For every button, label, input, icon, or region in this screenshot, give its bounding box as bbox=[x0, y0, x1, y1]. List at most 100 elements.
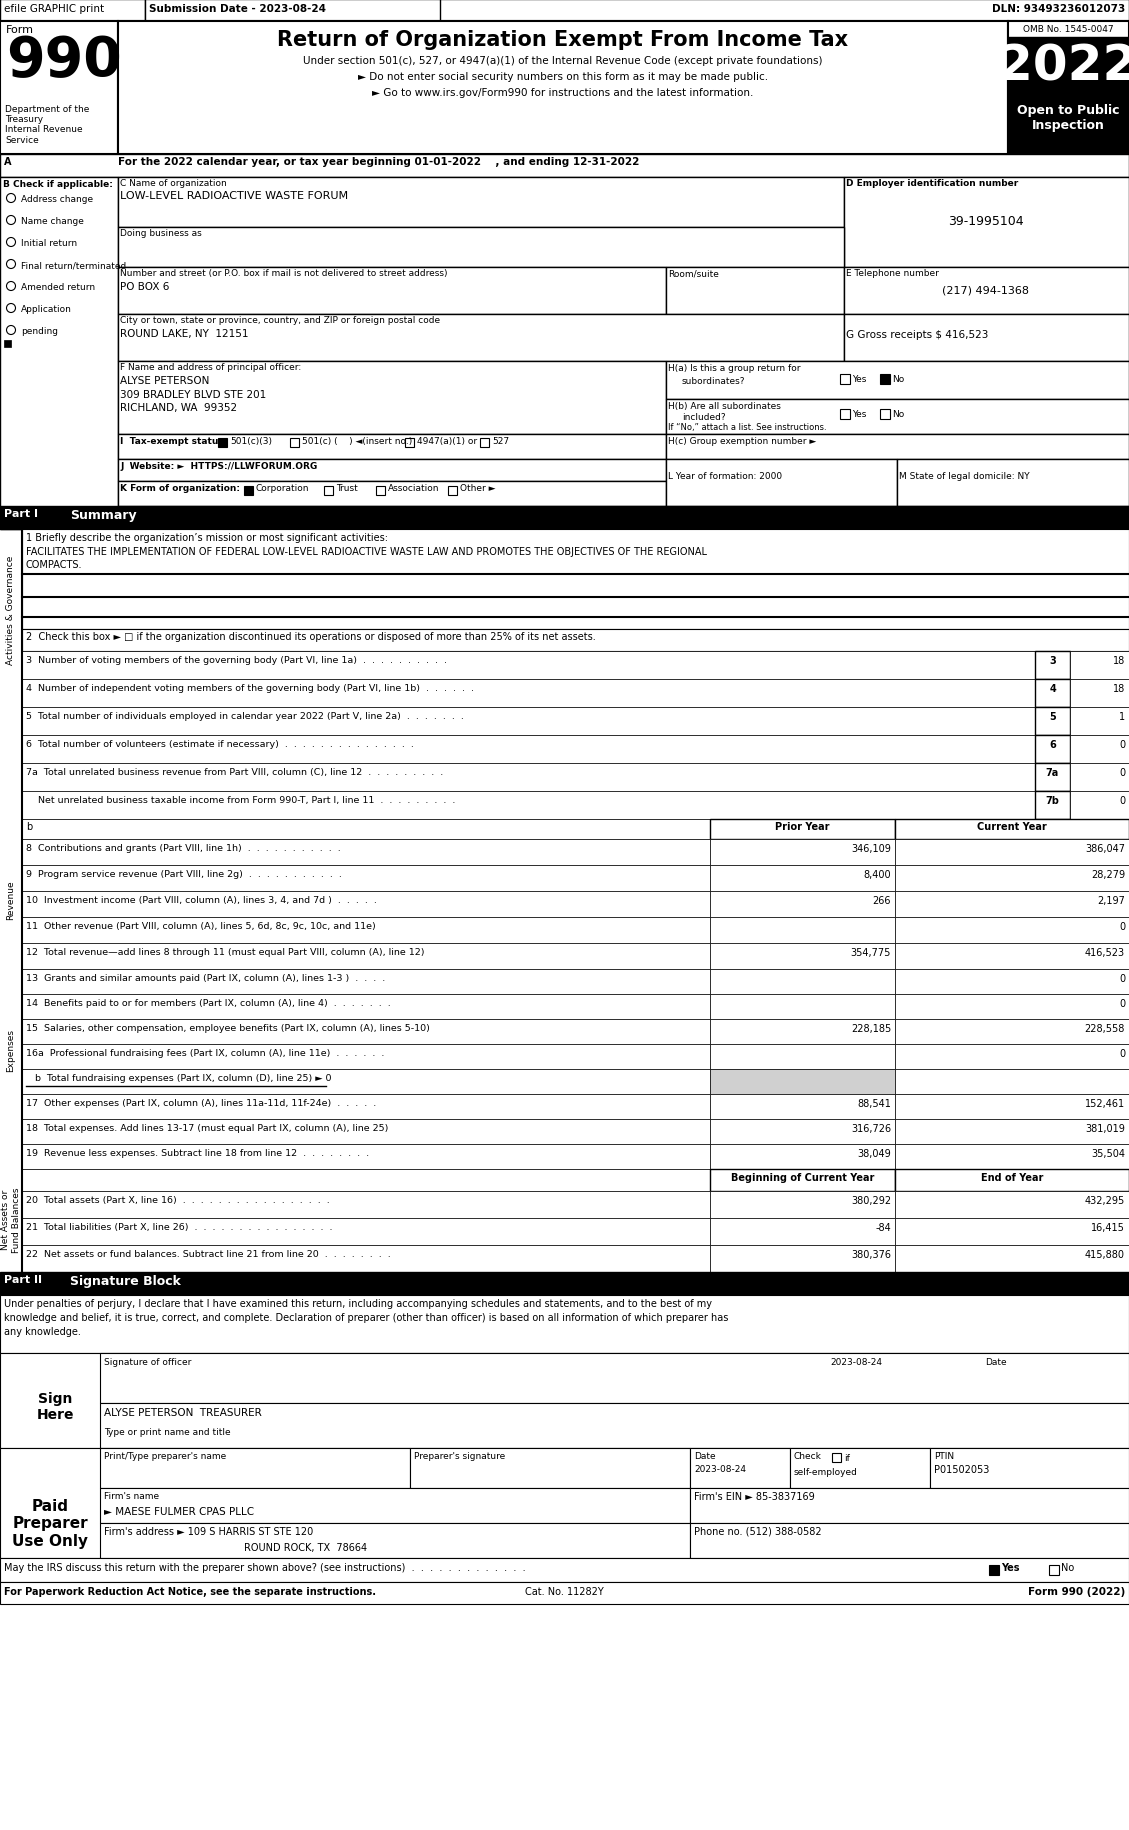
Text: self-employed: self-employed bbox=[794, 1468, 858, 1477]
Text: 2  Check this box ► □ if the organization discontinued its operations or dispose: 2 Check this box ► □ if the organization… bbox=[26, 631, 596, 642]
Text: Service: Service bbox=[5, 135, 38, 145]
Bar bbox=[710, 1120, 895, 1144]
Bar bbox=[119, 459, 666, 481]
Text: 16,415: 16,415 bbox=[1091, 1222, 1124, 1232]
Text: Under section 501(c), 527, or 4947(a)(1) of the Internal Revenue Code (except pr: Under section 501(c), 527, or 4947(a)(1)… bbox=[304, 57, 823, 66]
Text: 35,504: 35,504 bbox=[1091, 1149, 1124, 1158]
Text: 266: 266 bbox=[873, 895, 891, 906]
Bar bbox=[0, 1296, 1129, 1352]
Text: COMPACTS.: COMPACTS. bbox=[26, 560, 82, 569]
Text: 0: 0 bbox=[1119, 1049, 1124, 1058]
Text: pending: pending bbox=[21, 328, 58, 337]
Text: RICHLAND, WA  99352: RICHLAND, WA 99352 bbox=[120, 403, 237, 414]
Text: 1 Briefly describe the organization’s mission or most significant activities:: 1 Briefly describe the organization’s mi… bbox=[26, 533, 388, 544]
Text: 0: 0 bbox=[1119, 796, 1124, 805]
Text: ► Do not enter social security numbers on this form as it may be made public.: ► Do not enter social security numbers o… bbox=[358, 71, 768, 82]
Text: Preparer's signature: Preparer's signature bbox=[414, 1451, 506, 1460]
Text: 354,775: 354,775 bbox=[850, 948, 891, 957]
Text: 309 BRADLEY BLVD STE 201: 309 BRADLEY BLVD STE 201 bbox=[120, 390, 266, 399]
Bar bbox=[21, 1045, 710, 1069]
Text: 0: 0 bbox=[1119, 767, 1124, 778]
Text: 7a  Total unrelated business revenue from Part VIII, column (C), line 12  .  .  : 7a Total unrelated business revenue from… bbox=[26, 767, 444, 776]
Text: 2022: 2022 bbox=[998, 42, 1129, 90]
Text: 501(c) (    ) ◄(insert no.): 501(c) ( ) ◄(insert no.) bbox=[301, 437, 412, 447]
Bar bbox=[1049, 1565, 1059, 1576]
Bar bbox=[21, 917, 710, 944]
Bar bbox=[21, 820, 1129, 840]
Bar bbox=[840, 410, 850, 419]
Text: Paid
Preparer
Use Only: Paid Preparer Use Only bbox=[12, 1499, 88, 1548]
Text: FACILITATES THE IMPLEMENTATION OF FEDERAL LOW-LEVEL RADIOACTIVE WASTE LAW AND PR: FACILITATES THE IMPLEMENTATION OF FEDERA… bbox=[26, 547, 707, 556]
Text: 28,279: 28,279 bbox=[1091, 869, 1124, 880]
Text: Department of the: Department of the bbox=[5, 104, 89, 113]
Text: if: if bbox=[844, 1453, 850, 1462]
Text: 16a  Professional fundraising fees (Part IX, column (A), line 11e)  .  .  .  .  : 16a Professional fundraising fees (Part … bbox=[26, 1049, 384, 1058]
Bar bbox=[710, 1069, 895, 1094]
Text: If “No,” attach a list. See instructions.: If “No,” attach a list. See instructions… bbox=[668, 423, 826, 432]
Text: 13  Grants and similar amounts paid (Part IX, column (A), lines 1-3 )  .  .  .  : 13 Grants and similar amounts paid (Part… bbox=[26, 974, 385, 983]
Text: Prior Year: Prior Year bbox=[776, 822, 830, 831]
Text: P01502053: P01502053 bbox=[934, 1464, 989, 1475]
Text: Part II: Part II bbox=[5, 1274, 42, 1285]
Text: 7b: 7b bbox=[1045, 796, 1059, 805]
Bar bbox=[832, 1453, 841, 1462]
Bar bbox=[0, 22, 119, 156]
Bar bbox=[710, 1045, 895, 1069]
Bar bbox=[710, 1094, 895, 1120]
Text: ► Go to www.irs.gov/Form990 for instructions and the latest information.: ► Go to www.irs.gov/Form990 for instruct… bbox=[373, 88, 754, 99]
Bar bbox=[895, 1019, 1129, 1045]
Bar bbox=[710, 1144, 895, 1169]
Text: Signature Block: Signature Block bbox=[70, 1274, 181, 1286]
Bar bbox=[690, 1523, 1129, 1557]
Bar bbox=[1035, 651, 1070, 679]
Bar bbox=[710, 820, 895, 840]
Text: C Name of organization: C Name of organization bbox=[120, 179, 227, 188]
Bar bbox=[119, 481, 666, 507]
Text: 17  Other expenses (Part IX, column (A), lines 11a-11d, 11f-24e)  .  .  .  .  .: 17 Other expenses (Part IX, column (A), … bbox=[26, 1098, 376, 1107]
Text: any knowledge.: any knowledge. bbox=[5, 1327, 81, 1336]
Text: Corporation: Corporation bbox=[256, 483, 309, 492]
Text: 39-1995104: 39-1995104 bbox=[948, 214, 1024, 229]
Bar bbox=[244, 487, 253, 496]
Text: included?: included? bbox=[682, 414, 726, 421]
Bar bbox=[119, 315, 844, 362]
Bar bbox=[1035, 792, 1070, 820]
Text: 6: 6 bbox=[1049, 739, 1056, 750]
Text: 380,292: 380,292 bbox=[851, 1195, 891, 1206]
Bar bbox=[895, 1169, 1129, 1191]
Text: Check: Check bbox=[794, 1451, 822, 1460]
Bar bbox=[0, 0, 1129, 22]
Bar bbox=[21, 792, 1035, 820]
Bar bbox=[410, 1448, 690, 1488]
Text: Trust: Trust bbox=[336, 483, 358, 492]
Text: OMB No. 1545-0047: OMB No. 1545-0047 bbox=[1023, 26, 1113, 35]
Bar bbox=[21, 1219, 710, 1246]
Text: 527: 527 bbox=[492, 437, 509, 447]
Bar bbox=[0, 1583, 1129, 1605]
Bar bbox=[0, 0, 145, 22]
Bar bbox=[710, 1191, 895, 1219]
Text: 0: 0 bbox=[1119, 922, 1124, 931]
Text: PO BOX 6: PO BOX 6 bbox=[120, 282, 169, 291]
Bar bbox=[480, 439, 489, 448]
Text: ROUND LAKE, NY  12151: ROUND LAKE, NY 12151 bbox=[120, 329, 248, 339]
Bar bbox=[1035, 736, 1070, 763]
Text: Date: Date bbox=[984, 1358, 1007, 1367]
Text: -84: -84 bbox=[875, 1222, 891, 1232]
Bar bbox=[895, 1045, 1129, 1069]
Text: 22  Net assets or fund balances. Subtract line 21 from line 20  .  .  .  .  .  .: 22 Net assets or fund balances. Subtract… bbox=[26, 1250, 391, 1259]
Bar bbox=[1008, 22, 1129, 156]
Bar bbox=[895, 820, 1129, 840]
Bar bbox=[895, 917, 1129, 944]
Bar bbox=[0, 1272, 1129, 1296]
Bar bbox=[21, 866, 710, 891]
Bar bbox=[119, 362, 666, 436]
Bar bbox=[0, 507, 1129, 529]
Text: Net Assets or
Fund Balances: Net Assets or Fund Balances bbox=[1, 1186, 20, 1252]
Text: I  Tax-exempt status:: I Tax-exempt status: bbox=[120, 437, 227, 447]
Text: Sign
Here: Sign Here bbox=[36, 1391, 73, 1422]
Text: 19  Revenue less expenses. Subtract line 18 from line 12  .  .  .  .  .  .  .  .: 19 Revenue less expenses. Subtract line … bbox=[26, 1149, 369, 1157]
Text: Phone no. (512) 388-0582: Phone no. (512) 388-0582 bbox=[694, 1526, 822, 1535]
Bar bbox=[21, 1019, 710, 1045]
Text: 386,047: 386,047 bbox=[1085, 844, 1124, 853]
